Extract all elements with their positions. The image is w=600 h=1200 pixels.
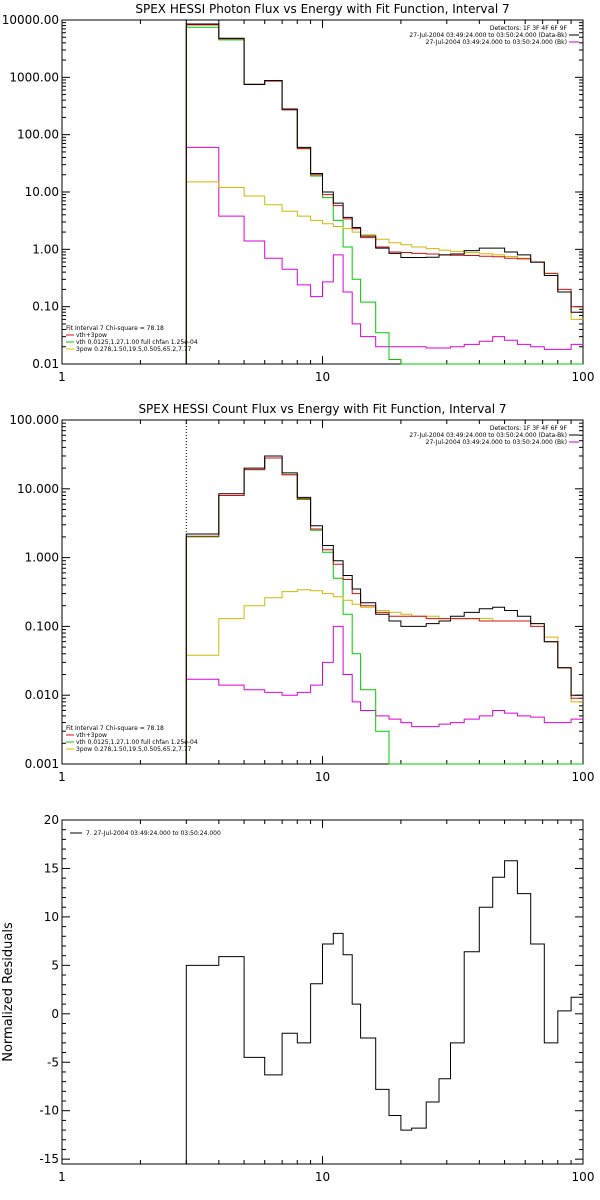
y-tick-label: 10: [44, 910, 59, 924]
series-residuals-line: [185, 860, 584, 1164]
series-power-line: [185, 146, 583, 364]
y-tick-label: 1000.00: [9, 70, 59, 84]
x-tick-label: 1: [58, 370, 66, 384]
y-tick-label: 1.00: [32, 242, 59, 256]
y-tick-label: 0.100: [25, 619, 59, 633]
x-tick-label: 10: [315, 370, 330, 384]
legend-bottom-left-entry: Fit Interval 7 Chi-square = 78.18: [66, 325, 164, 332]
y-tick-label: 20: [44, 813, 59, 827]
y-tick-label: 0.01: [32, 357, 59, 371]
legend-top-right-entry: Detectors: 1F 3F 4F 6F 9F: [490, 25, 568, 32]
y-tick-label: 0.10: [32, 300, 59, 314]
x-tick-label: 100: [572, 370, 595, 384]
count-flux-chart: SPEX HESSI Count Flux vs Energy with Fit…: [9, 402, 595, 784]
series-data-line: [185, 23, 583, 364]
legend-bottom-left-entry: vth+3pow: [76, 332, 107, 339]
y-tick-label: 100.00: [17, 128, 59, 142]
legend-bottom-left-entry: vth 0.0125,1.27,1.00 full chfan 1.25e-04: [76, 739, 198, 746]
series-background-line: [185, 24, 583, 364]
x-tick-label: 10: [315, 770, 330, 784]
chart-title: SPEX HESSI Photon Flux vs Energy with Fi…: [135, 2, 509, 16]
series-power-line: [185, 625, 583, 764]
legend-top-right-entry: 27-Jul-2004 03:49:24.000 to 03:50:24.000…: [426, 39, 567, 46]
y-tick-label: -10: [39, 1104, 59, 1118]
y-tick-label: 10000.00: [2, 13, 59, 27]
legend-bottom-left-entry: 3pow 0.278,1.50,19.5,0.505,65.2,7.77: [76, 746, 192, 753]
series-total-line: [185, 181, 583, 364]
series-data-line: [185, 455, 583, 764]
photon-flux-chart: SPEX HESSI Photon Flux vs Energy with Fi…: [2, 2, 595, 384]
x-tick-label: 100: [572, 1170, 595, 1184]
y-tick-label: 15: [44, 861, 59, 875]
y-tick-label: -5: [47, 1055, 59, 1069]
legend-bottom-left-entry: vth+3pow: [76, 732, 107, 739]
y-axis-label: Normalized Residuals: [1, 922, 16, 1062]
y-tick-label: 10.00: [25, 185, 59, 199]
legend-bottom-left-entry: 3pow 0.278,1.50,19.5,0.505,65.2,7.77: [76, 346, 192, 353]
y-tick-label: 10.000: [17, 482, 59, 496]
y-tick-label: 100.000: [9, 413, 59, 427]
x-tick-label: 1: [58, 1170, 66, 1184]
legend-top-right-entry: 27-Jul-2004 03:49:24.000 to 03:50:24.000…: [409, 432, 567, 439]
y-tick-label: 0.001: [25, 757, 59, 771]
y-tick-label: -15: [39, 1152, 59, 1166]
legend-top-right-entry: 27-Jul-2004 03:49:24.000 to 03:50:24.000…: [409, 32, 567, 39]
legend-top-right-entry: Detectors: 1F 3F 4F 6F 9F: [490, 425, 568, 432]
chart-title: SPEX HESSI Count Flux vs Energy with Fit…: [138, 402, 506, 416]
y-tick-label: 5: [51, 958, 59, 972]
y-tick-label: 0: [51, 1007, 59, 1021]
x-tick-label: 10: [315, 1170, 330, 1184]
x-tick-label: 100: [572, 770, 595, 784]
residuals-chart: Normalized Residuals 1 10 100 -15 -10 -5 0 5 10 15…: [1, 813, 595, 1184]
x-tick-label: 1: [58, 770, 66, 784]
y-tick-label: 1.000: [25, 551, 59, 565]
legend-bottom-left-entry: Fit Interval 7 Chi-square = 78.18: [66, 725, 164, 732]
y-tick-label: 0.010: [25, 688, 59, 702]
legend-top-left-entry: 7. 27-Jul-2004 03:49:24.000 to 03:50:24.…: [86, 830, 221, 837]
legend-top-right-entry: 27-Jul-2004 03:49:24.000 to 03:50:24.000…: [426, 439, 567, 446]
legend-bottom-left-entry: vth 0.0125,1.27,1.00 full chfan 1.25e-04: [76, 339, 198, 346]
